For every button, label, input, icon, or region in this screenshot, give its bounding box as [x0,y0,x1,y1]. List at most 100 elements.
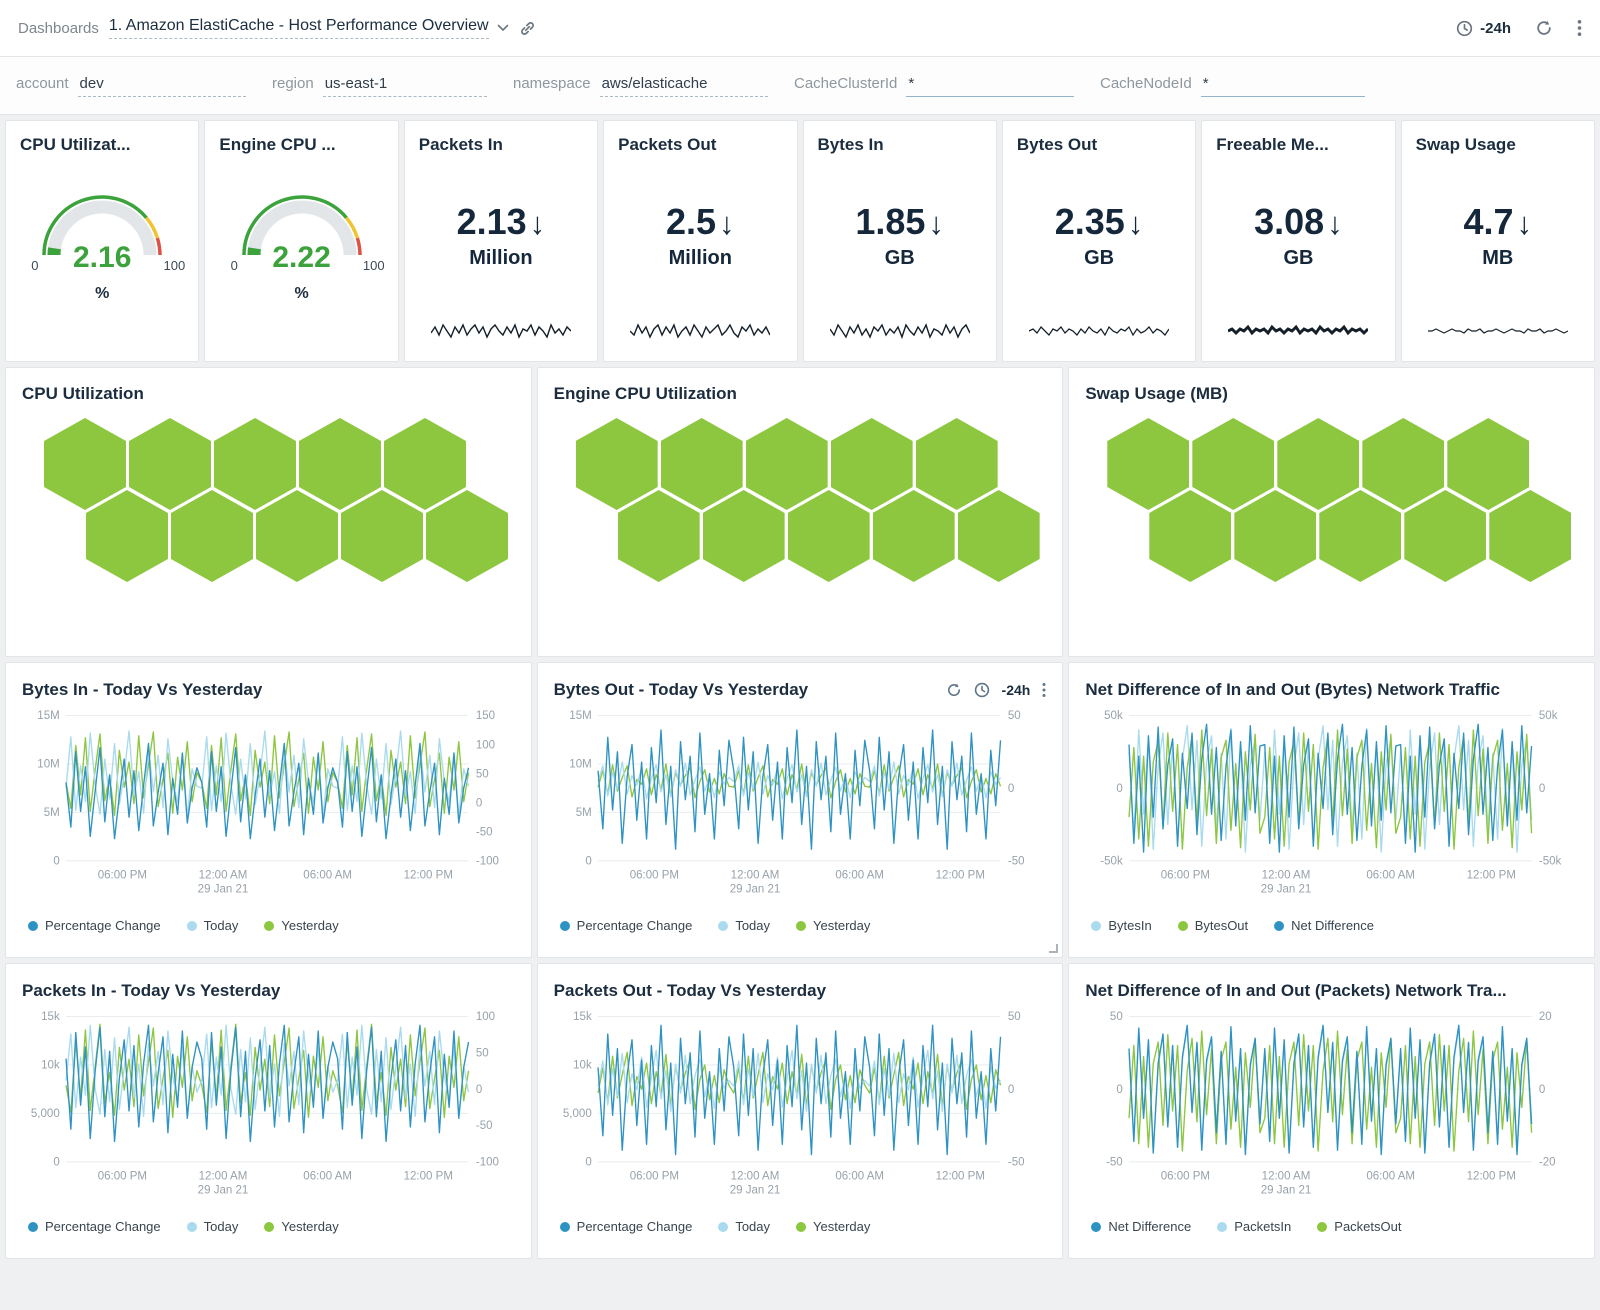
legend-dot [718,1221,729,1232]
legend-item[interactable]: Percentage Change [28,918,161,933]
legend-dot [28,920,38,931]
axis-tick: 0 [53,855,59,867]
stat-unit: GB [1084,247,1115,269]
hexagon-node[interactable] [702,490,785,582]
hexagon-node[interactable] [1149,490,1232,582]
refresh-icon[interactable] [1535,19,1553,37]
legend-item[interactable]: Yesterday [796,918,870,933]
hexagon-node[interactable] [872,490,955,582]
legend-item[interactable]: Net Difference [1274,918,1374,933]
hexagon-node[interactable] [1404,490,1487,582]
axis-tick: 0 [585,1156,591,1168]
axis-date: 29 Jan 21 [729,1184,780,1196]
hexagon-node[interactable] [1489,490,1572,582]
legend-dot [1177,920,1188,931]
hexagon-node[interactable] [256,490,338,582]
hexagon-node[interactable] [787,490,870,582]
axis-tick: 06:00 AM [303,1171,352,1183]
legend-item[interactable]: Percentage Change [559,918,692,933]
axis-tick: 15k [41,1011,60,1023]
hexagon-node[interactable] [129,418,211,510]
filter-value[interactable]: * [906,75,1074,97]
chevron-down-icon[interactable] [497,24,509,32]
stat-card-freeable-memory[interactable]: Freeable Me... 3.08 ↓ GB [1201,120,1396,362]
filter-value[interactable]: * [1200,75,1365,97]
hexagon-node[interactable] [915,418,998,510]
legend-item[interactable]: Percentage Change [28,1219,161,1234]
sparkline [1228,324,1369,336]
stat-card-bytes-out[interactable]: Bytes Out 2.35 ↓ GB [1001,120,1197,362]
kebab-menu-icon[interactable] [1577,19,1582,37]
legend-item[interactable]: Percentage Change [559,1219,692,1234]
resize-handle[interactable] [1049,944,1059,953]
gauge-card-engine-cpu[interactable]: Engine CPU ... 0 100 2.22 % [204,120,399,362]
hexagon-node[interactable] [575,418,658,510]
stat-card-packets-out[interactable]: Packets Out 2.5 ↓ Million [603,120,798,362]
hexagon-node[interactable] [426,490,508,582]
filter-cache-cluster-id[interactable]: CacheClusterId * [794,75,1074,97]
axis-tick: -100 [476,855,499,867]
filter-account[interactable]: account dev [16,75,246,97]
stat-card-packets-in[interactable]: Packets In 2.13 ↓ Million [403,120,599,362]
gauge-card-cpu-utilization[interactable]: CPU Utilizat... 0 100 2.16 % [5,120,200,362]
axis-tick: -20 [1539,1156,1556,1168]
hexagon-node[interactable] [957,490,1040,582]
breadcrumb[interactable]: Dashboards [18,19,99,37]
legend-dot [718,920,729,931]
chart-title: Packets Out - Today Vs Yesterday [553,981,827,1000]
hexagon-node[interactable] [299,418,381,510]
sparkline [630,323,771,339]
refresh-icon[interactable] [946,682,962,698]
legend-item[interactable]: PacketsIn [1217,1219,1291,1234]
hexagon-node[interactable] [341,490,423,582]
panel-time-range[interactable]: -24h [1001,682,1031,698]
legend-item[interactable]: Today [186,1219,238,1234]
axis-tick: 06:00 AM [1367,870,1416,882]
legend-item[interactable]: Today [718,1219,770,1234]
legend-item[interactable]: BytesOut [1177,918,1248,933]
legend-item[interactable]: Today [718,918,770,933]
legend-item[interactable]: BytesIn [1091,918,1152,933]
filter-value[interactable]: dev [77,75,246,97]
hexagon-node[interactable] [617,490,700,582]
axis-tick: -50 [476,1120,493,1132]
filter-namespace[interactable]: namespace aws/elasticache [513,75,768,97]
time-range-control[interactable]: -24h [1456,20,1511,37]
filter-value[interactable]: us-east-1 [322,75,487,97]
clock-icon[interactable] [974,682,990,698]
stat-card-bytes-in[interactable]: Bytes In 1.85 ↓ GB [802,120,997,362]
hexagon-node[interactable] [660,418,743,510]
chart-canvas[interactable]: 0 5,000 10k 15k -100 -50 0 50 100 06:00 PM 12:00 A… [22,1006,515,1206]
filter-label: CacheNodeId [1100,74,1192,92]
stat-card-swap-usage[interactable]: Swap Usage 4.7 ↓ MB [1400,120,1595,362]
hexagon-node[interactable] [86,490,168,582]
legend-item[interactable]: Yesterday [264,918,339,933]
legend-item[interactable]: Yesterday [796,1219,870,1234]
hexagon-node[interactable] [1319,490,1402,582]
kebab-menu-icon[interactable] [1042,682,1046,698]
gauge-max: 100 [163,258,186,273]
hexagon-node[interactable] [214,418,296,510]
legend-item[interactable]: Today [186,918,238,933]
legend-item[interactable]: PacketsOut [1317,1219,1401,1234]
legend-item[interactable]: Net Difference [1091,1219,1191,1234]
filter-region[interactable]: region us-east-1 [272,75,487,97]
hexagon-node[interactable] [1234,490,1317,582]
axis-tick: 50 [1008,710,1021,722]
hexagon-node[interactable] [44,418,126,510]
filter-value[interactable]: aws/elasticache [599,75,768,97]
filter-cache-node-id[interactable]: CacheNodeId * [1100,75,1365,97]
legend-item[interactable]: Yesterday [264,1219,339,1234]
chart-canvas[interactable]: 0 5M 10M 15M -100 -50 0 50 100 150 06:00 PM 12:00 A… [22,705,515,905]
hexagon-node[interactable] [830,418,913,510]
link-icon[interactable] [519,20,536,37]
chart-panel-packets-in: Packets In - Today Vs Yesterday 0 5,000 10… [5,963,532,1259]
hexagon-node[interactable] [384,418,466,510]
hexagon-node[interactable] [745,418,828,510]
hexagon-node[interactable] [171,490,253,582]
dashboard-title-dropdown[interactable]: 1. Amazon ElastiCache - Host Performance… [108,17,509,39]
